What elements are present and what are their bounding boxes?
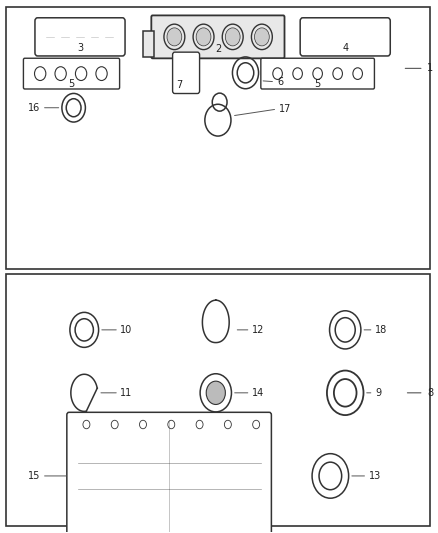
Circle shape	[254, 28, 269, 46]
Text: 17: 17	[279, 104, 292, 114]
Text: 12: 12	[252, 325, 264, 335]
Circle shape	[196, 28, 211, 46]
Text: 1: 1	[427, 63, 433, 74]
Text: 8: 8	[427, 388, 433, 398]
FancyBboxPatch shape	[143, 31, 154, 56]
Text: 9: 9	[375, 388, 381, 398]
Text: 5: 5	[68, 79, 74, 90]
Text: 7: 7	[177, 79, 183, 90]
Text: 11: 11	[120, 388, 133, 398]
Text: 2: 2	[215, 44, 221, 54]
Circle shape	[206, 381, 226, 405]
FancyBboxPatch shape	[35, 18, 125, 56]
FancyBboxPatch shape	[23, 58, 120, 89]
Text: 5: 5	[314, 79, 321, 90]
FancyBboxPatch shape	[6, 7, 430, 269]
Text: 18: 18	[375, 325, 387, 335]
FancyBboxPatch shape	[151, 15, 285, 58]
Circle shape	[225, 28, 240, 46]
Text: 3: 3	[77, 43, 83, 53]
FancyBboxPatch shape	[300, 18, 390, 56]
FancyBboxPatch shape	[261, 58, 374, 89]
Text: 4: 4	[342, 43, 348, 53]
Text: 13: 13	[368, 471, 381, 481]
Text: 6: 6	[277, 77, 283, 87]
Circle shape	[167, 28, 182, 46]
Text: 14: 14	[252, 388, 264, 398]
Text: 16: 16	[28, 103, 40, 113]
Text: 10: 10	[120, 325, 133, 335]
Text: 15: 15	[28, 471, 40, 481]
FancyBboxPatch shape	[6, 274, 430, 526]
FancyBboxPatch shape	[173, 52, 200, 93]
FancyBboxPatch shape	[67, 413, 272, 533]
